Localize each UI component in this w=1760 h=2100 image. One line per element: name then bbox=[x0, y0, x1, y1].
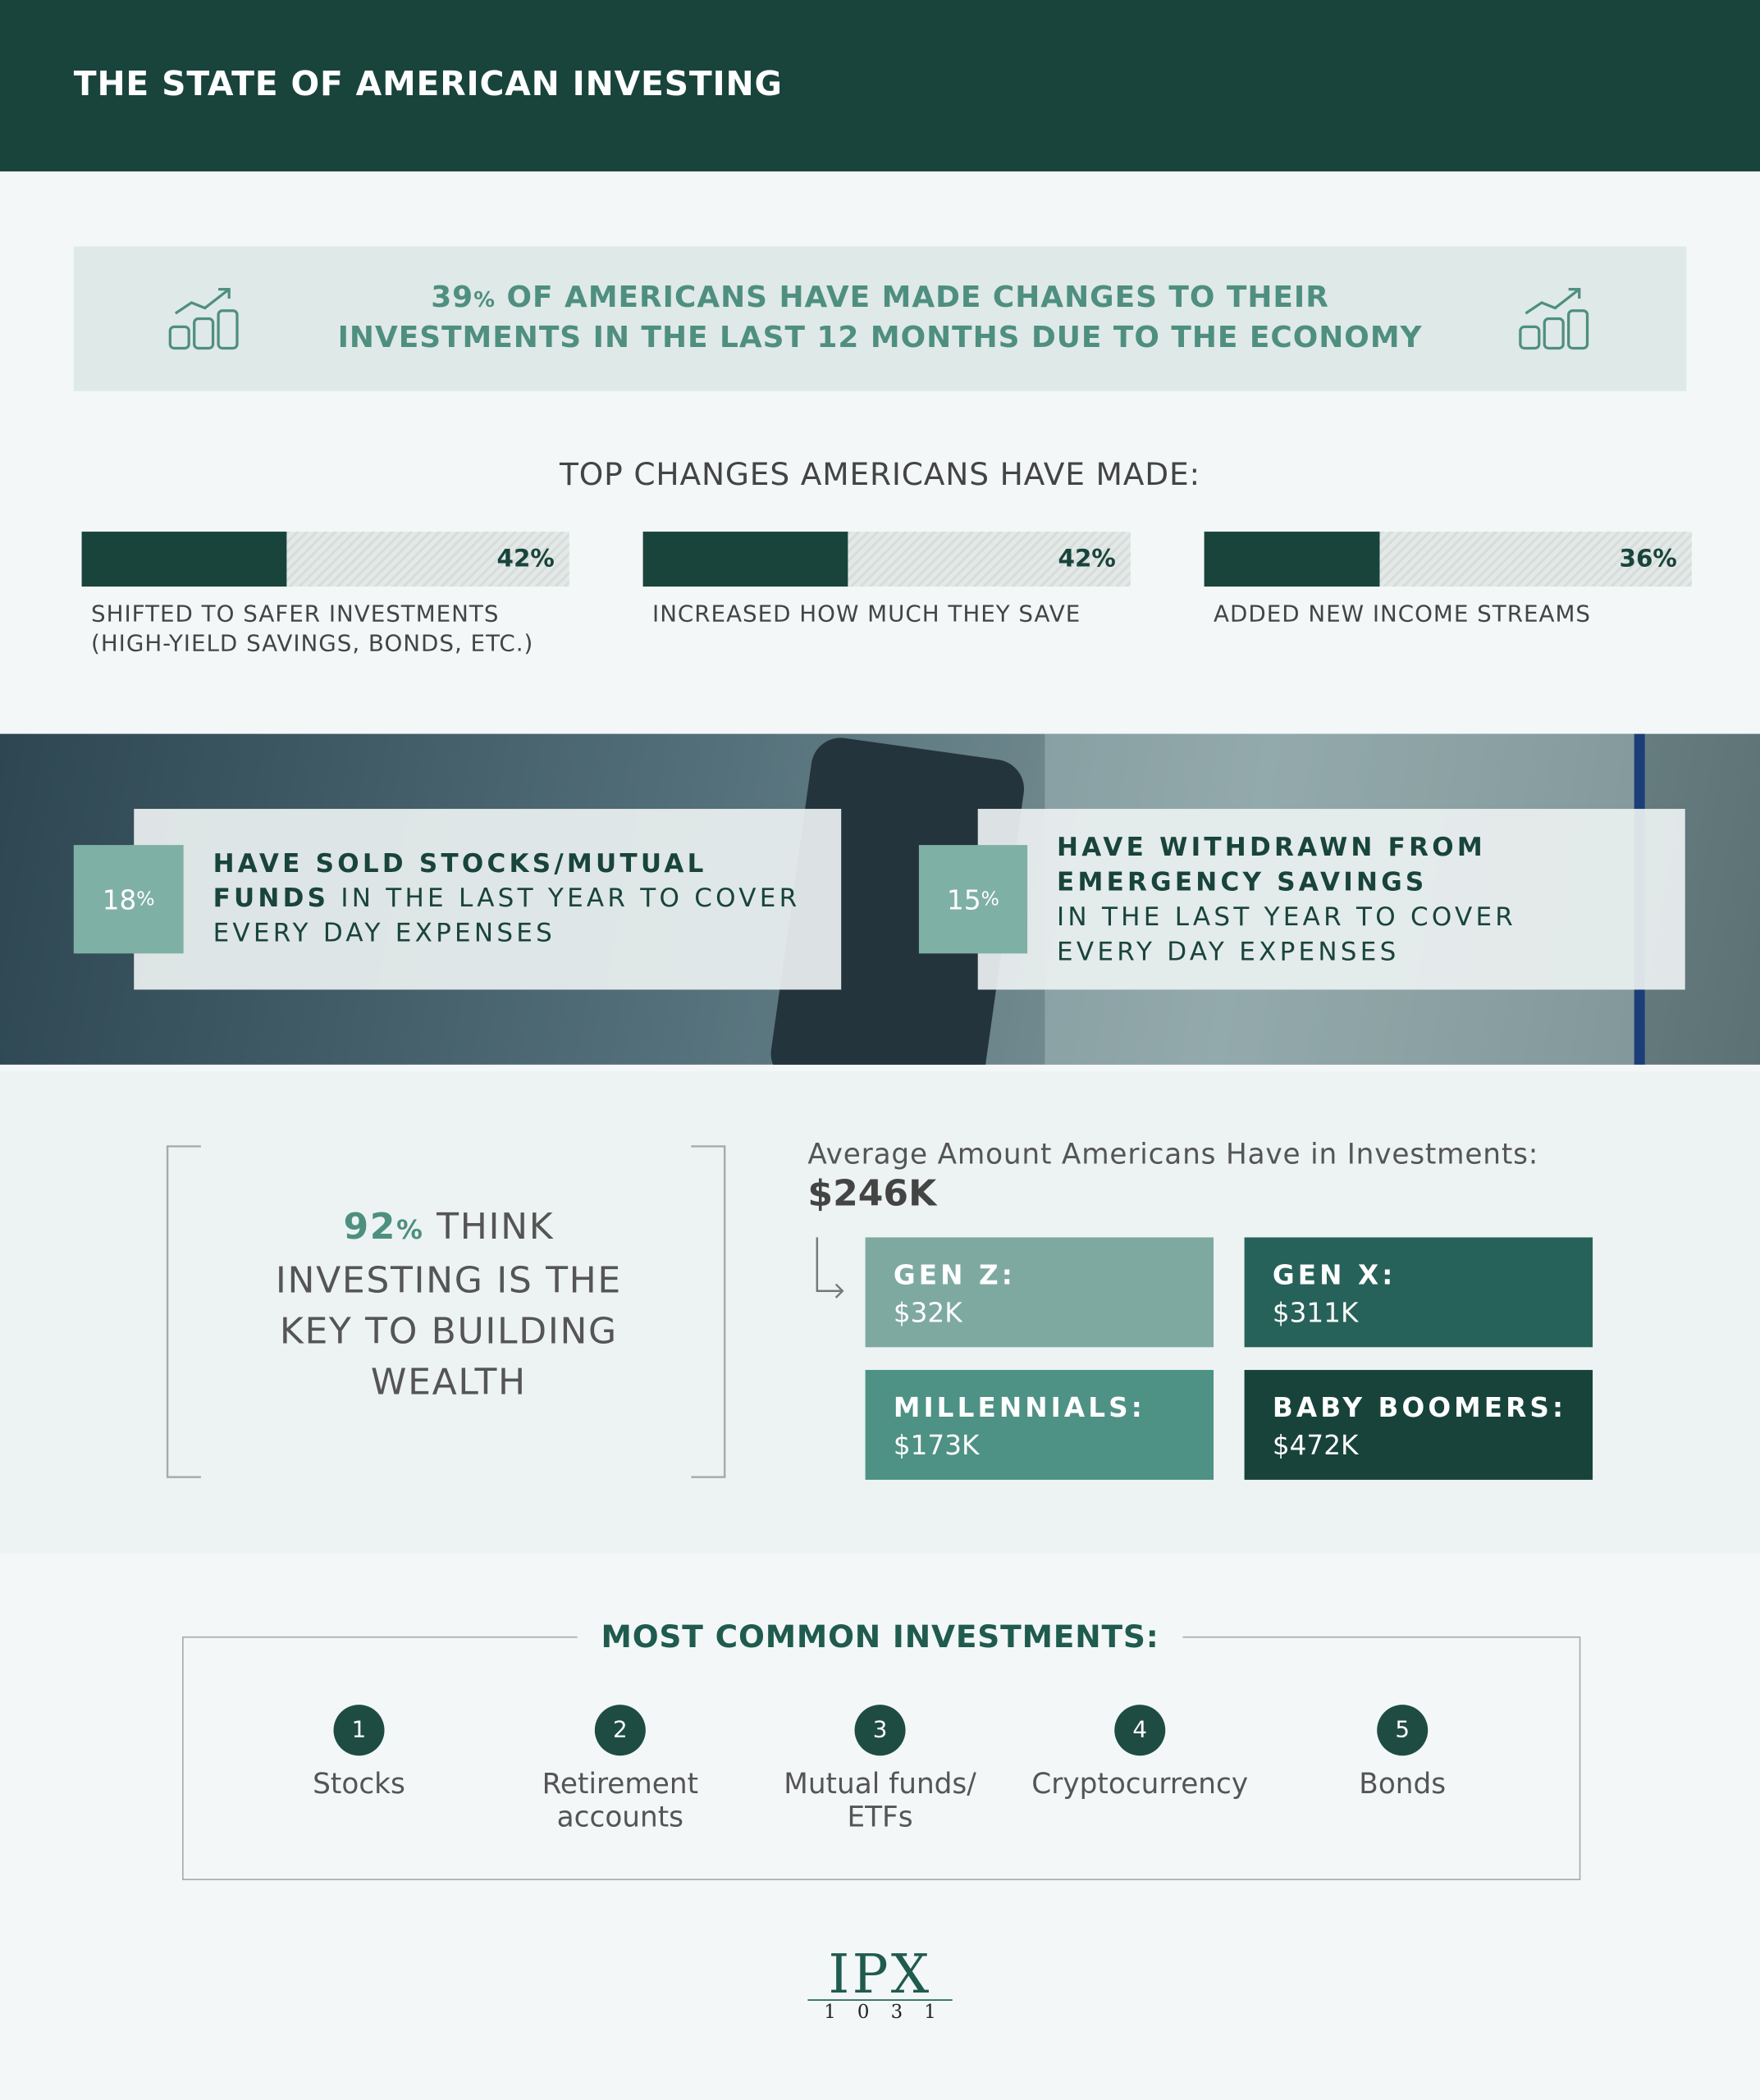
wealth-text: 92% THINK INVESTING IS THE KEY TO BUILDI… bbox=[248, 1203, 650, 1408]
stat-percent: 18% bbox=[73, 845, 184, 954]
stat-rest: IN THE LAST YEAR TO COVER EVERY DAY EXPE… bbox=[213, 883, 801, 948]
generation-name: BABY BOOMERS: bbox=[1272, 1391, 1567, 1424]
bar bbox=[81, 532, 287, 587]
chart-title: TOP CHANGES AMERICANS HAVE MADE: bbox=[560, 458, 1201, 493]
stat-percent: 15% bbox=[918, 845, 1028, 954]
stat-rest: IN THE LAST YEAR TO COVER EVERY DAY EXPE… bbox=[1057, 902, 1517, 967]
number: 92 bbox=[343, 1206, 397, 1249]
generation-name: MILLENNIALS: bbox=[893, 1391, 1145, 1424]
coins-icon bbox=[1519, 287, 1589, 350]
generation-tile: GEN X: $311K bbox=[1244, 1237, 1593, 1348]
banner-line: INVESTMENTS IN THE LAST 12 MONTHS DUE TO… bbox=[337, 321, 1423, 355]
title: THE STATE OF AMERICAN INVESTING bbox=[73, 64, 783, 103]
value-label: 42% bbox=[1058, 545, 1116, 573]
generation-amount: $32K bbox=[893, 1296, 962, 1329]
average-amount: $246K bbox=[807, 1173, 937, 1215]
rank-circle: 1 bbox=[333, 1705, 385, 1756]
investments-box bbox=[182, 1636, 1581, 1881]
stat-text: HAVE WITHDRAWN FROM EMERGENCY SAVINGS IN … bbox=[1057, 830, 1593, 970]
investment-name: Mutual funds/ ETFs bbox=[784, 1767, 976, 1833]
stat-unit: % bbox=[136, 888, 155, 911]
generation-amount: $472K bbox=[1272, 1428, 1359, 1462]
wealth-number: 92% bbox=[343, 1207, 423, 1249]
stat-number: 18 bbox=[102, 883, 137, 915]
generation-name: GEN Z: bbox=[893, 1258, 1016, 1291]
stat-box bbox=[134, 809, 842, 990]
generation-tile: GEN Z: $32K bbox=[865, 1237, 1214, 1348]
value-label: 42% bbox=[496, 545, 555, 573]
investment-name: Retirement accounts bbox=[542, 1767, 699, 1833]
wealth-section: 92% THINK INVESTING IS THE KEY TO BUILDI… bbox=[0, 1071, 1760, 1554]
generation-amount: $173K bbox=[893, 1428, 980, 1462]
category-label: SHIFTED TO SAFER INVESTMENTS (HIGH-YIELD… bbox=[91, 600, 534, 658]
investment-name: Cryptocurrency bbox=[1031, 1767, 1249, 1801]
wealth-rest: THINK INVESTING IS THE KEY TO BUILDING W… bbox=[275, 1206, 622, 1404]
rank-circle: 3 bbox=[854, 1705, 906, 1756]
category-label: ADDED NEW INCOME STREAMS bbox=[1214, 600, 1591, 628]
category-label: INCREASED HOW MUCH THEY SAVE bbox=[652, 600, 1081, 628]
value-label: 36% bbox=[1619, 545, 1677, 573]
coins-icon bbox=[168, 287, 239, 350]
stat-bold: HAVE SOLD STOCKS/MUTUAL FUNDS bbox=[213, 849, 707, 914]
unit: % bbox=[396, 1214, 424, 1246]
investments-title: MOST COMMON INVESTMENTS: bbox=[577, 1620, 1183, 1655]
generation-tile: MILLENNIALS: $173K bbox=[865, 1370, 1214, 1480]
rank-circle: 2 bbox=[594, 1705, 646, 1756]
banner-line: OF AMERICANS HAVE MADE CHANGES TO THEIR bbox=[496, 281, 1329, 315]
arrow bbox=[816, 1237, 844, 1299]
stat-bold: HAVE WITHDRAWN FROM EMERGENCY SAVINGS bbox=[1057, 833, 1486, 897]
stat-box bbox=[977, 809, 1685, 990]
stat-text: HAVE SOLD STOCKS/MUTUAL FUNDS IN THE LAS… bbox=[213, 847, 802, 951]
generation-amount: $311K bbox=[1272, 1296, 1359, 1329]
average-label: Average Amount Americans Have in Investm… bbox=[807, 1138, 1539, 1171]
header: THE STATE OF AMERICAN INVESTING bbox=[0, 0, 1760, 171]
bar bbox=[642, 532, 848, 587]
logo-number: 1031 bbox=[824, 2002, 958, 2024]
investment-name: Bonds bbox=[1359, 1767, 1447, 1801]
bar bbox=[1204, 532, 1380, 587]
banner-number: 39 bbox=[431, 281, 474, 315]
generation-name: GEN X: bbox=[1272, 1258, 1397, 1291]
banner-text: 39% OF AMERICANS HAVE MADE CHANGES TO TH… bbox=[261, 279, 1498, 358]
rank-circle: 4 bbox=[1114, 1705, 1166, 1756]
logo-name: IPX bbox=[828, 1944, 932, 2006]
banner: 39% OF AMERICANS HAVE MADE CHANGES TO TH… bbox=[73, 246, 1687, 391]
logo-rule bbox=[807, 1999, 953, 2001]
banner-unit: % bbox=[473, 286, 496, 313]
stat-unit: % bbox=[981, 888, 999, 911]
stat-number: 15 bbox=[947, 883, 981, 915]
rank-circle: 5 bbox=[1377, 1705, 1429, 1756]
photo-section: 18% HAVE SOLD STOCKS/MUTUAL FUNDS IN THE… bbox=[0, 733, 1760, 1065]
bracket bbox=[166, 1145, 726, 1478]
investment-name: Stocks bbox=[313, 1767, 405, 1801]
generation-tile: BABY BOOMERS: $472K bbox=[1244, 1370, 1593, 1480]
investments-title-wrap: MOST COMMON INVESTMENTS: bbox=[0, 1620, 1760, 1655]
